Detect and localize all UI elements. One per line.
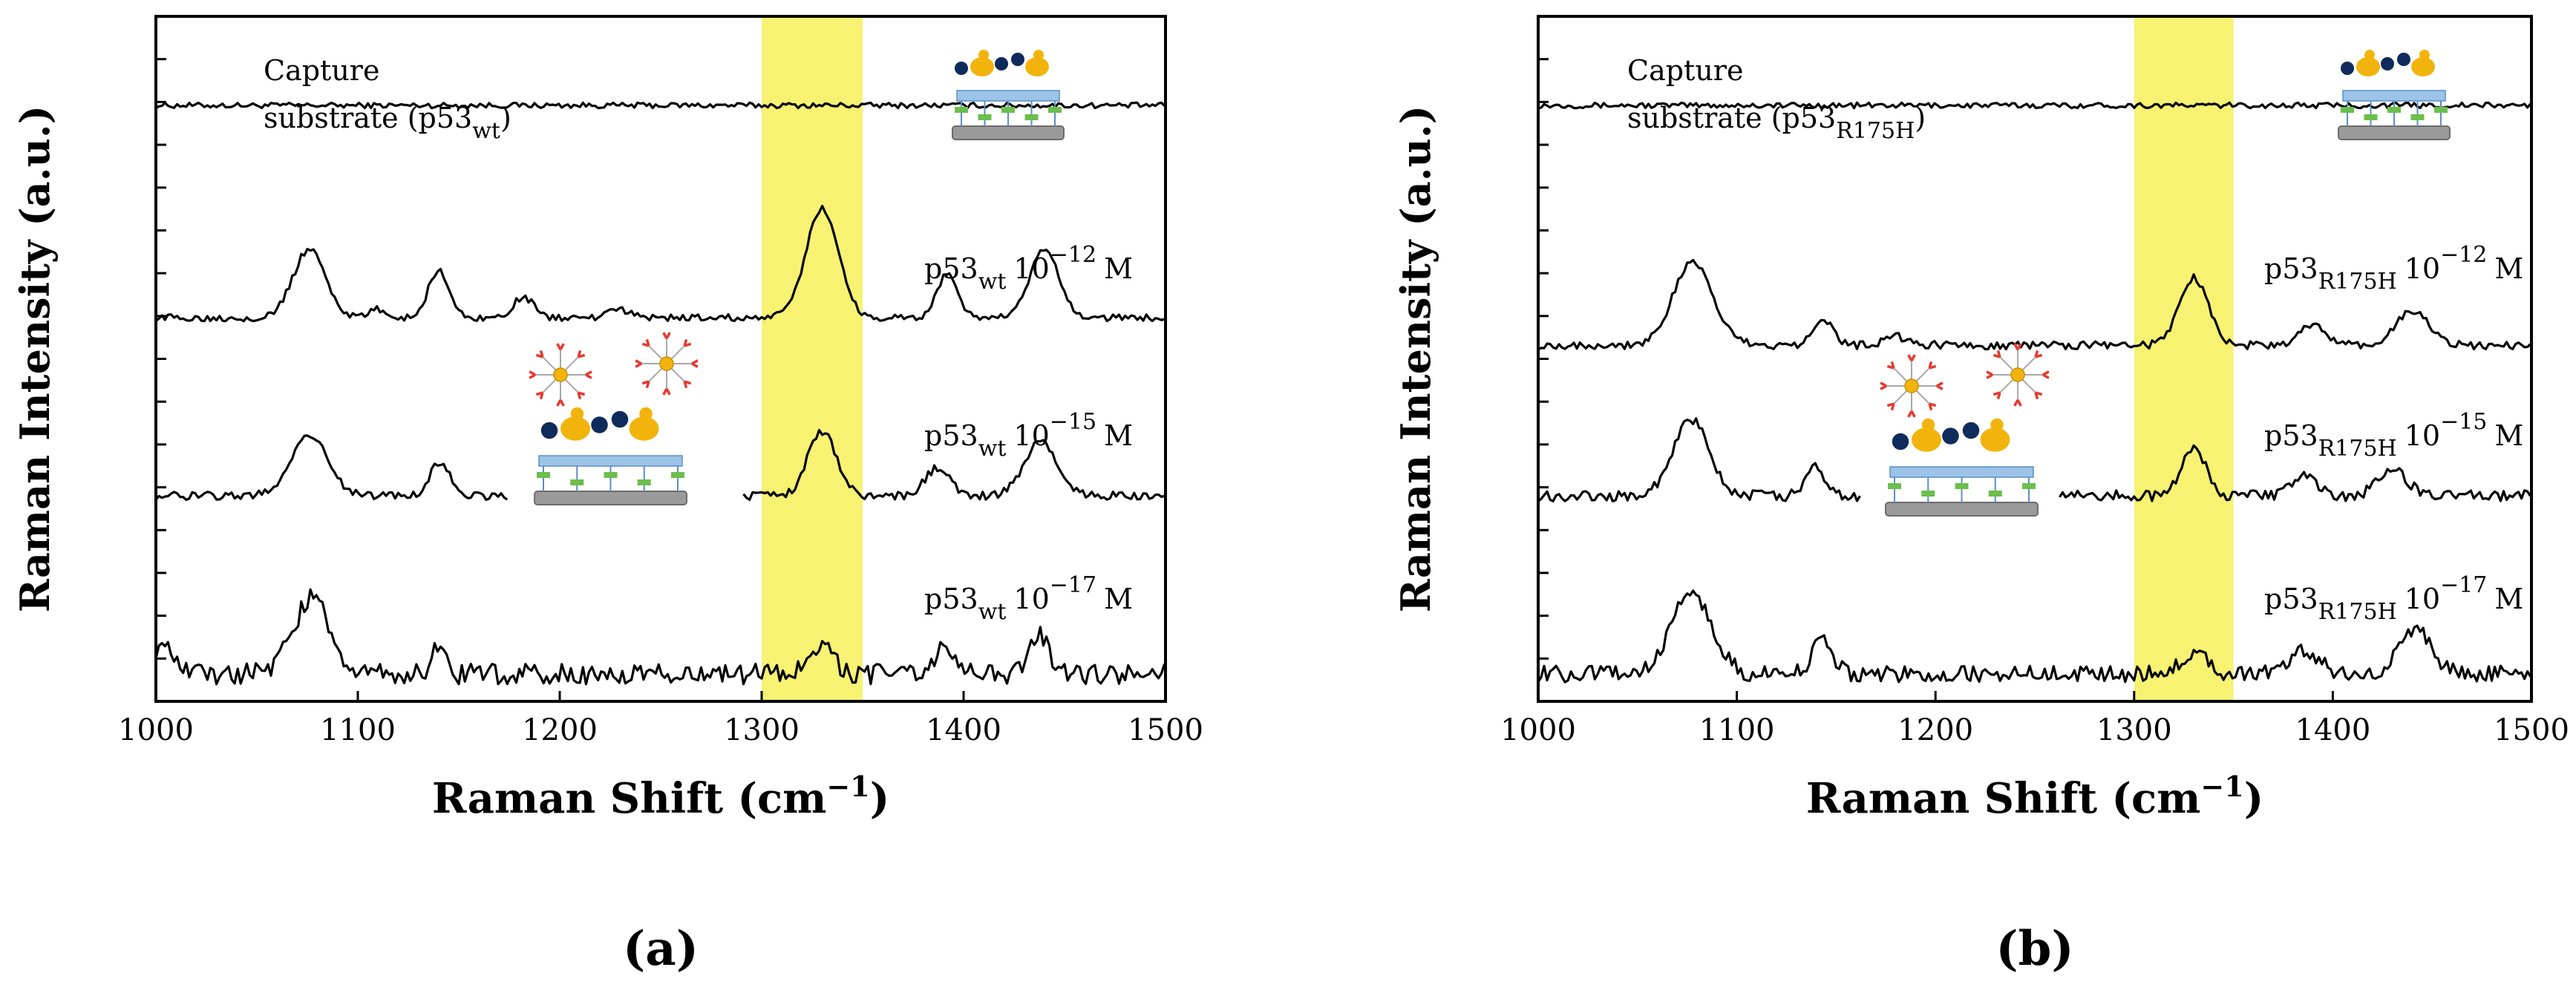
y-axis-ticks (156, 58, 166, 660)
sensor-chip-icon (534, 455, 687, 505)
x-tick-label: 1400 (926, 713, 1001, 747)
sensor-chip-icon (2338, 90, 2451, 140)
panel-caption-b: (b) (1995, 921, 2073, 977)
sensor-chip-icon (1885, 466, 2039, 517)
x-axis-title: Raman Shift (cm−1) (1806, 770, 2263, 823)
bound-protein-icon (955, 50, 1049, 76)
bound-protein-icon (2341, 50, 2435, 76)
spectrum-line (154, 204, 1166, 323)
sers-nanoprobe-icon (1880, 354, 1944, 418)
spectra-group (154, 101, 1166, 686)
x-tick-label: 1000 (118, 713, 194, 747)
sensor-chip-icon (952, 90, 1065, 140)
diagram-icons (1880, 50, 2451, 517)
x-tick-label: 1000 (1500, 713, 1576, 747)
panel-b: 1000 1100 1200 1300 1400 1500 Capture substrat… (1392, 15, 2569, 977)
sers-nanoprobe-icon (1986, 343, 2050, 407)
sers-nanoprobe-icon (529, 343, 592, 407)
x-tick-label: 1300 (724, 713, 800, 747)
sers-nanoprobe-icon (635, 332, 699, 396)
series-label: p53R175H 10−12 M (2264, 242, 2523, 295)
spectra-group (1537, 101, 2532, 684)
spectrum-line (1537, 417, 2532, 502)
series-labels: Capture substrate (p53wt) p53wt 10−12 M p53wt… (264, 54, 1133, 625)
spectrum-line (1537, 589, 2532, 684)
x-tick-label: 1100 (1699, 713, 1775, 747)
x-tick-label: 1500 (2494, 713, 2569, 747)
y-axis-title: Raman Intensity (a.u.) (1392, 105, 1439, 612)
y-axis-ticks (1538, 58, 1549, 660)
series-label: p53wt 10−15 M (924, 409, 1133, 462)
x-axis-ticks: 1000 1100 1200 1300 1400 1500 (118, 691, 1203, 747)
x-tick-label: 1200 (1897, 713, 1973, 747)
series-label: substrate (p53wt) (264, 102, 511, 144)
spectrum-line (154, 428, 1166, 501)
x-axis-ticks: 1000 1100 1200 1300 1400 1500 (1500, 691, 2569, 747)
series-label: substrate (p53R175H) (1627, 102, 1926, 144)
diagram-icons (529, 50, 1065, 505)
series-label: p53R175H 10−17 M (2264, 572, 2523, 625)
y-axis-title: Raman Intensity (a.u.) (11, 105, 59, 612)
series-label: p53wt 10−12 M (924, 242, 1133, 295)
spectrum-line (1537, 258, 2531, 351)
series-label: Capture (1627, 54, 1743, 87)
x-tick-label: 1500 (1128, 713, 1203, 747)
plot-frame (1537, 15, 2533, 703)
panel-caption-a: (a) (623, 921, 699, 977)
series-labels: Capture substrate (p53R175H) p53R175H 10−12… (1627, 54, 2523, 625)
spectrum-line (154, 588, 1166, 686)
series-label: p53wt 10−17 M (924, 572, 1133, 625)
panel-a: 1000 1100 1200 1300 1400 1500 Capture substrat… (11, 15, 1203, 977)
x-tick-label: 1300 (2096, 713, 2172, 747)
spectrum-line (155, 101, 1166, 110)
series-label: p53R175H 10−15 M (2264, 409, 2523, 462)
plot-frame (154, 15, 1167, 703)
highlight-band-1300-1350 (762, 16, 863, 701)
x-tick-label: 1400 (2295, 713, 2371, 747)
bound-protein-icon (1892, 418, 2010, 452)
x-tick-label: 1100 (320, 713, 396, 747)
highlight-band-1300-1350 (2134, 16, 2234, 701)
spectrum-line (1537, 101, 2531, 110)
series-label: Capture (264, 54, 379, 87)
x-tick-label: 1200 (522, 713, 598, 747)
x-axis-title: Raman Shift (cm−1) (432, 770, 889, 823)
bound-protein-icon (540, 407, 659, 441)
